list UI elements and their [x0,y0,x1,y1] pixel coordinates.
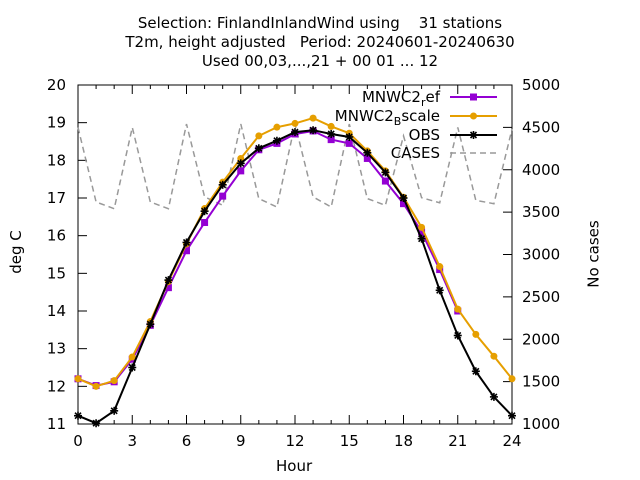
data-point [363,154,371,162]
data-point [399,194,408,202]
data-point [291,128,299,137]
data-point [490,352,498,360]
y-tick-label: 20 [47,76,66,94]
data-point [164,276,173,285]
data-point [363,148,372,157]
data-point [182,238,191,247]
y2-tick-label: 4000 [522,161,560,179]
data-point [128,353,136,361]
y-tick-label: 14 [47,302,66,320]
y2-tick-label: 1500 [522,373,560,391]
data-point [381,177,389,185]
data-point [472,330,480,338]
y2-tick-label: 5000 [522,76,560,94]
data-point [74,375,82,383]
data-point [381,168,390,177]
data-point [201,218,209,226]
data-point [418,228,426,236]
legend-label: MNWC2ref [362,88,441,109]
data-point [489,392,498,401]
data-point [436,263,444,271]
data-point [309,114,317,122]
data-point [92,382,100,390]
data-point [128,363,137,372]
data-point [418,223,426,231]
series-line-mnwc2-bscale [77,117,513,388]
data-point [470,93,477,101]
x-axis-label: Hour [276,457,313,475]
data-point [400,200,407,208]
data-point [200,207,209,216]
x-tick-label: 24 [502,432,521,450]
data-point [254,144,263,153]
x-tick-label: 21 [448,432,467,450]
y2-tick-label: 4500 [522,118,560,136]
data-point [272,136,281,145]
data-point [92,419,101,428]
data-point [218,180,227,189]
data-point [219,192,227,200]
y-tick-label: 12 [47,377,66,395]
data-point [508,411,516,420]
data-point [470,112,477,120]
data-point [291,119,299,127]
data-point [110,377,118,385]
data-point [345,139,353,147]
legend-label: MNWC2Bscale [335,107,440,128]
y-tick-label: 16 [47,227,66,245]
y-tick-label: 19 [47,114,66,132]
data-point [469,131,478,139]
data-point [345,132,354,141]
y-tick-label: 17 [47,189,66,207]
y2-tick-label: 3000 [522,246,560,264]
data-point [327,129,336,138]
y2-tick-label: 2000 [522,330,560,348]
data-point [183,247,190,255]
chart-title-line-2: T2m, height adjusted Period: 20240601-20… [125,33,515,51]
data-point [435,286,444,295]
data-point [237,167,245,175]
legend-label: OBS [409,126,440,144]
data-point [471,367,480,376]
data-point [417,234,426,243]
series-line-mnwc2-ref [77,129,459,387]
data-point [237,154,245,162]
x-tick-label: 12 [285,432,304,450]
y2-tick-label: 1000 [522,415,560,433]
legend-label: CASES [391,144,440,162]
data-point [327,136,335,144]
chart-title-line-3: Used 00,03,...,21 + 00 01 ... 12 [201,52,439,70]
data-point [273,123,281,131]
x-tick-label: 3 [127,432,137,450]
x-tick-label: 15 [340,432,359,450]
data-point [164,284,172,292]
y-tick-label: 18 [47,151,66,169]
data-point [454,305,462,313]
x-tick-label: 9 [236,432,246,450]
data-point [508,375,516,383]
y2-tick-label: 2500 [522,288,560,306]
data-point [146,320,155,329]
data-point [327,122,335,130]
data-point [255,132,263,140]
data-point [74,411,82,420]
data-point [236,159,245,168]
x-tick-label: 0 [73,432,83,450]
y2-tick-label: 3500 [522,203,560,221]
y-tick-label: 15 [47,264,66,282]
data-point [309,126,318,135]
data-point [453,331,462,340]
x-tick-label: 18 [394,432,413,450]
x-tick-label: 6 [182,432,192,450]
data-point [110,406,119,415]
y-tick-label: 11 [47,415,66,433]
y-tick-label: 13 [47,340,66,358]
chart-title-line-1: Selection: FinlandInlandWind using 31 st… [137,14,503,32]
